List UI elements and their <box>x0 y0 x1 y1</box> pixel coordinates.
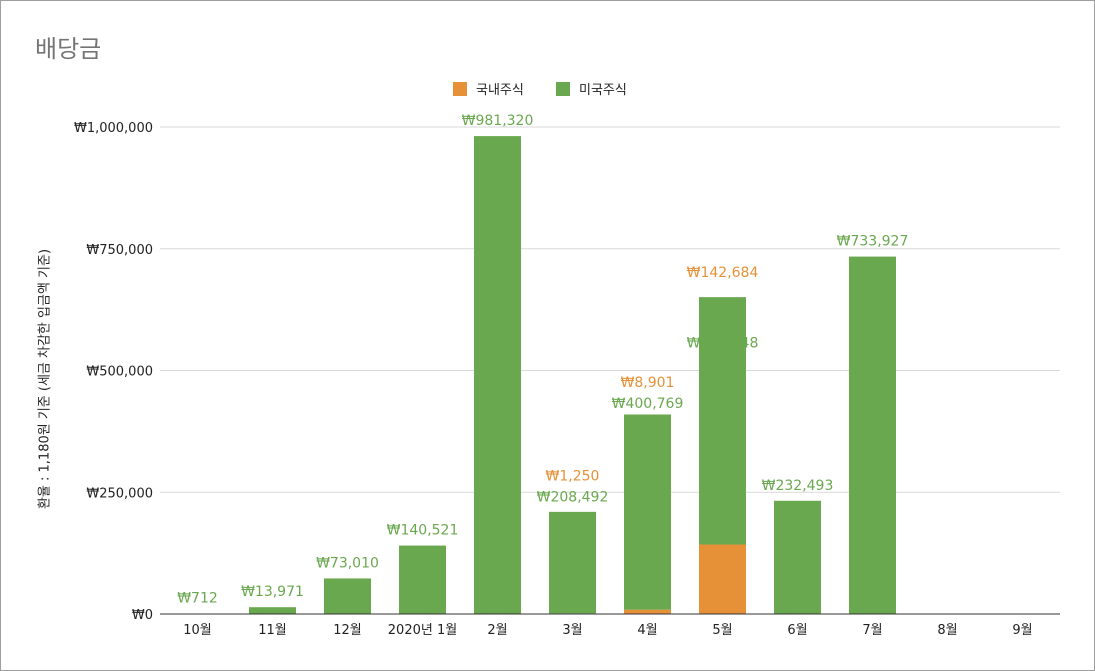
x-tick-label: 2020년 1월 <box>388 623 457 638</box>
data-label-domestic: ₩1,250 <box>546 468 600 484</box>
bar-us <box>849 256 896 614</box>
x-tick-label: 12월 <box>333 623 362 638</box>
bar-domestic <box>624 609 671 614</box>
data-label-us: ₩400,769 <box>612 396 684 412</box>
x-tick-label: 5월 <box>712 623 732 638</box>
data-label-us: ₩507,948 <box>687 336 759 352</box>
data-label-us: ₩208,492 <box>537 489 609 505</box>
x-tick-label: 4월 <box>637 623 657 638</box>
x-tick-label: 9월 <box>1012 623 1032 638</box>
legend-label: 미국주식 <box>579 83 627 98</box>
x-tick-label: 8월 <box>937 623 957 638</box>
legend-label: 국내주식 <box>476 83 524 98</box>
x-tick-label: 7월 <box>862 623 882 638</box>
data-label-us: ₩140,521 <box>387 523 459 539</box>
bar-us <box>549 511 596 614</box>
bar-us <box>399 545 446 614</box>
y-tick-label: ₩250,000 <box>86 486 153 501</box>
data-label-us: ₩13,971 <box>241 584 304 600</box>
bar-us <box>474 136 521 614</box>
x-tick-label: 10월 <box>183 623 212 638</box>
x-tick-label: 3월 <box>562 623 582 638</box>
legend-swatch-us <box>556 82 570 96</box>
x-tick-label: 2월 <box>487 623 507 638</box>
legend-swatch-domestic <box>453 82 467 96</box>
y-tick-label: ₩750,000 <box>86 243 153 258</box>
x-tick-label: 6월 <box>787 623 807 638</box>
data-label-us: ₩981,320 <box>462 113 534 129</box>
x-tick-label: 11월 <box>258 623 287 638</box>
data-label-us: ₩232,493 <box>762 478 834 494</box>
bar-us <box>324 578 371 614</box>
data-label-us: ₩712 <box>177 591 218 607</box>
data-label-domestic: ₩142,684 <box>687 265 759 281</box>
bar-us <box>699 297 746 545</box>
bar-us <box>624 414 671 610</box>
data-label-us: ₩733,927 <box>837 234 909 250</box>
bar-us <box>774 500 821 614</box>
bar-domestic <box>699 544 746 614</box>
data-label-us: ₩73,010 <box>316 555 379 571</box>
chart-title: 배당금 <box>35 35 102 63</box>
y-tick-label: ₩500,000 <box>86 365 153 380</box>
data-label-domestic: ₩8,901 <box>621 375 675 391</box>
y-tick-label: ₩0 <box>132 608 153 623</box>
y-tick-label: ₩1,000,000 <box>74 121 153 136</box>
bar-us <box>249 607 296 614</box>
